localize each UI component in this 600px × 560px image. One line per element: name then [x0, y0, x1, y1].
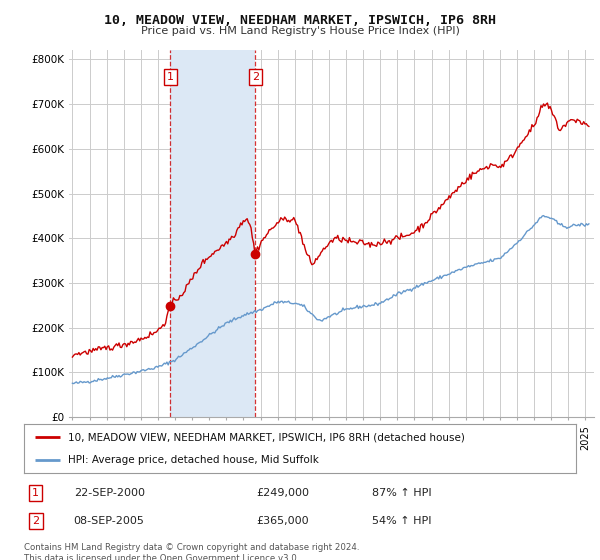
Bar — [170, 50, 255, 417]
Text: 54% ↑ HPI: 54% ↑ HPI — [372, 516, 431, 526]
Text: 10, MEADOW VIEW, NEEDHAM MARKET, IPSWICH, IP6 8RH (detached house): 10, MEADOW VIEW, NEEDHAM MARKET, IPSWICH… — [68, 432, 465, 442]
Text: 22-SEP-2000: 22-SEP-2000 — [74, 488, 145, 498]
Text: Price paid vs. HM Land Registry's House Price Index (HPI): Price paid vs. HM Land Registry's House … — [140, 26, 460, 36]
Text: £365,000: £365,000 — [256, 516, 308, 526]
Text: £249,000: £249,000 — [256, 488, 309, 498]
Text: 87% ↑ HPI: 87% ↑ HPI — [372, 488, 431, 498]
Text: 1: 1 — [167, 72, 174, 82]
Text: HPI: Average price, detached house, Mid Suffolk: HPI: Average price, detached house, Mid … — [68, 455, 319, 465]
Text: 2: 2 — [32, 516, 40, 526]
Text: Contains HM Land Registry data © Crown copyright and database right 2024.
This d: Contains HM Land Registry data © Crown c… — [24, 543, 359, 560]
Text: 1: 1 — [32, 488, 39, 498]
Text: 08-SEP-2005: 08-SEP-2005 — [74, 516, 145, 526]
Text: 2: 2 — [251, 72, 259, 82]
Text: 10, MEADOW VIEW, NEEDHAM MARKET, IPSWICH, IP6 8RH: 10, MEADOW VIEW, NEEDHAM MARKET, IPSWICH… — [104, 14, 496, 27]
